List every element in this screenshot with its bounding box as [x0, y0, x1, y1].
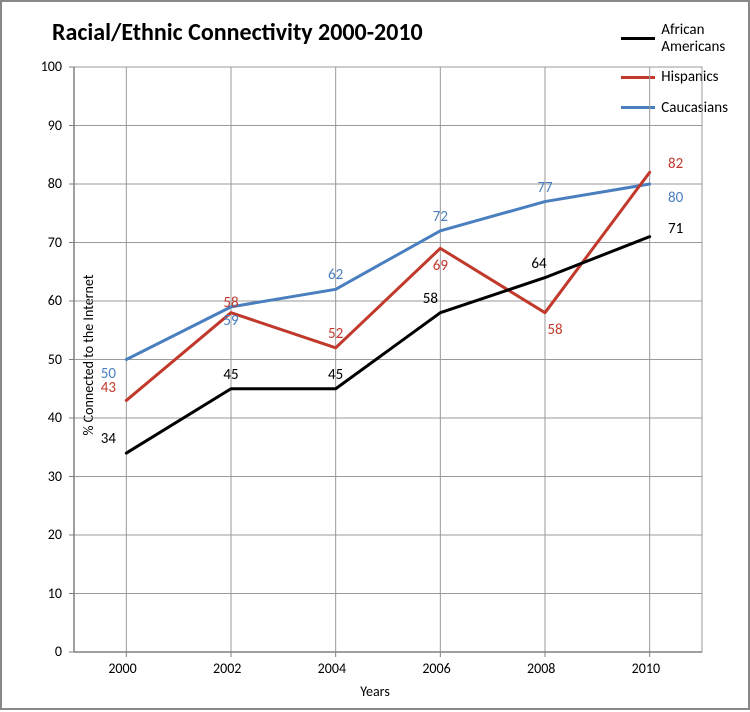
- x-tick-label: 2006: [422, 660, 450, 677]
- chart-svg: [2, 2, 750, 712]
- series-line: [126, 172, 649, 400]
- y-tick-label: 70: [48, 234, 62, 251]
- x-tick-label: 2004: [318, 660, 346, 677]
- y-tick-label: 50: [48, 351, 62, 368]
- x-tick-label: 2010: [632, 660, 660, 677]
- data-label: 45: [328, 366, 343, 384]
- x-tick-label: 2002: [213, 660, 241, 677]
- x-tick-label: 2008: [527, 660, 555, 677]
- y-tick-label: 80: [48, 175, 62, 192]
- y-tick-label: 30: [48, 468, 62, 485]
- data-label: 69: [433, 257, 448, 275]
- y-tick-label: 60: [48, 292, 62, 309]
- data-label: 71: [668, 220, 683, 238]
- chart-frame: Racial/Ethnic Connectivity 2000-2010 Afr…: [0, 0, 750, 710]
- y-tick-label: 20: [48, 526, 62, 543]
- data-label: 34: [101, 430, 116, 448]
- data-label: 82: [668, 155, 683, 173]
- data-label: 52: [328, 325, 343, 343]
- y-tick-label: 100: [41, 58, 62, 75]
- data-label: 50: [101, 365, 116, 383]
- data-label: 72: [433, 208, 448, 226]
- series-line: [126, 237, 649, 453]
- data-label: 58: [223, 294, 238, 312]
- data-label: 62: [328, 266, 343, 284]
- data-label: 80: [668, 189, 683, 207]
- x-tick-label: 2000: [108, 660, 136, 677]
- y-tick-label: 40: [48, 409, 62, 426]
- data-label: 58: [423, 290, 438, 308]
- data-label: 45: [223, 366, 238, 384]
- data-label: 58: [547, 321, 562, 339]
- data-label: 59: [223, 312, 238, 330]
- y-tick-label: 90: [48, 117, 62, 134]
- data-label: 64: [531, 255, 546, 273]
- y-tick-label: 0: [55, 643, 62, 660]
- data-label: 77: [537, 179, 552, 197]
- y-tick-label: 10: [48, 585, 62, 602]
